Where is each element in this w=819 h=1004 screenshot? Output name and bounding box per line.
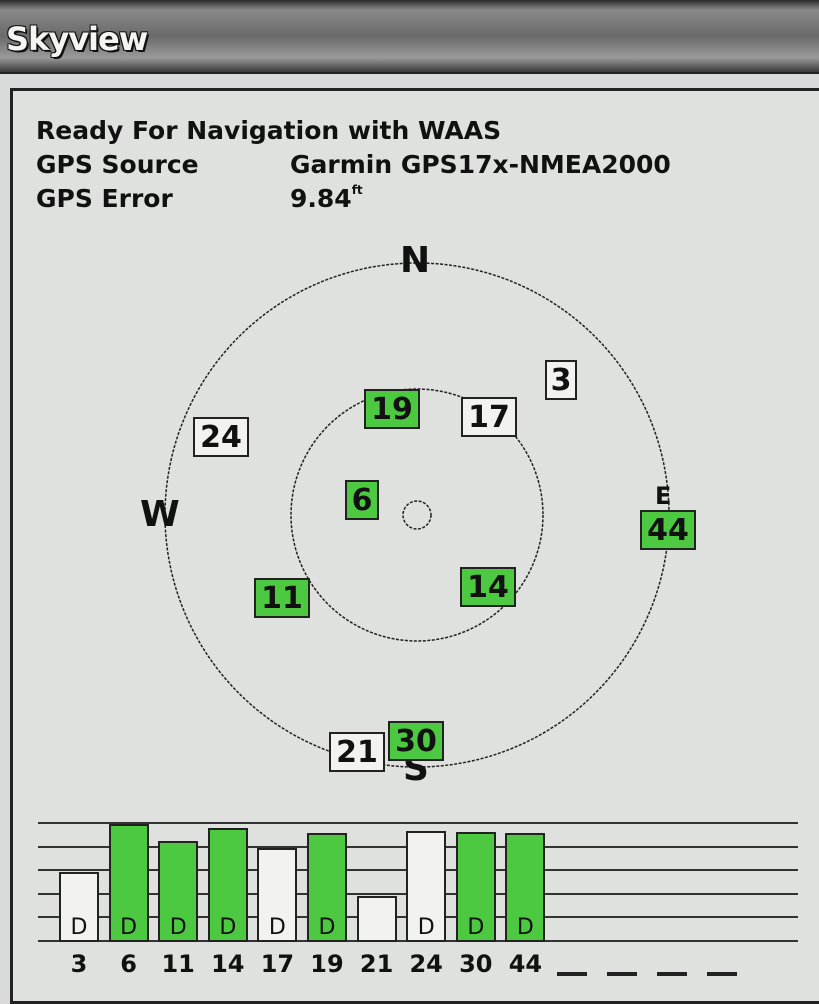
signal-bar-11: D: [158, 840, 199, 942]
window-title: Skyview: [6, 20, 148, 58]
compass-west: W: [140, 494, 180, 535]
signal-bar-24: D: [406, 831, 447, 942]
differential-flag: D: [70, 914, 88, 940]
satellite-30: 30: [388, 721, 444, 761]
signal-bar-17: D: [257, 847, 298, 942]
differential-flag: D: [120, 915, 138, 940]
gps-error-label: GPS Error: [36, 184, 173, 213]
gps-error-number: 9.84: [290, 184, 352, 213]
empty-slot: [557, 972, 587, 976]
elevation-45-ring: [290, 388, 544, 642]
compass-east: E: [655, 482, 672, 510]
gps-error-value: 9.84ft: [290, 184, 363, 213]
empty-slot: [707, 972, 737, 976]
signal-bar-44: D: [505, 833, 546, 942]
gps-source-label: GPS Source: [36, 150, 199, 179]
signal-bar-label: 11: [161, 950, 195, 978]
signal-bar-label: 17: [260, 950, 295, 978]
compass-north: N: [400, 240, 431, 281]
satellite-44: 44: [640, 510, 696, 550]
signal-bar-21: [356, 895, 397, 942]
satellite-11: 11: [254, 578, 310, 618]
signal-grid-line: [38, 822, 798, 824]
zenith-marker: [402, 500, 432, 530]
differential-flag: D: [417, 914, 435, 940]
signal-bar-30: D: [455, 832, 496, 942]
empty-slot: [607, 972, 637, 976]
signal-bar-label: 3: [70, 950, 88, 978]
title-bar: Skyview: [0, 0, 819, 74]
signal-bar-label: 24: [409, 950, 443, 978]
satellite-3: 3: [545, 360, 577, 400]
differential-flag: D: [516, 914, 534, 940]
differential-flag: D: [318, 914, 336, 940]
satellite-21: 21: [329, 732, 385, 772]
signal-bar-label: 30: [459, 950, 493, 978]
differential-flag: D: [219, 914, 237, 940]
satellite-6: 6: [345, 480, 379, 520]
differential-flag: D: [268, 914, 286, 940]
gps-source-value: Garmin GPS17x-NMEA2000: [290, 150, 671, 179]
signal-bar-label: 21: [359, 950, 394, 978]
horizon-ring: [164, 262, 670, 768]
signal-bar-label: 6: [120, 950, 137, 978]
gps-error-unit: ft: [351, 183, 363, 197]
signal-bar-label: 19: [310, 950, 344, 978]
signal-bar-6: D: [108, 824, 149, 942]
satellite-14: 14: [460, 567, 516, 607]
status-message: Ready For Navigation with WAAS: [36, 116, 502, 145]
signal-bar-14: D: [207, 827, 248, 942]
signal-bar-label: 14: [211, 950, 245, 978]
empty-slot: [657, 972, 687, 976]
signal-bar-label: 44: [508, 950, 543, 978]
signal-bar-3: D: [59, 872, 99, 942]
differential-flag: D: [467, 914, 485, 940]
satellite-19: 19: [364, 389, 420, 429]
differential-flag: D: [169, 914, 187, 940]
satellite-17: 17: [461, 397, 517, 437]
satellite-24: 24: [193, 417, 249, 457]
signal-bar-19: D: [307, 833, 347, 942]
